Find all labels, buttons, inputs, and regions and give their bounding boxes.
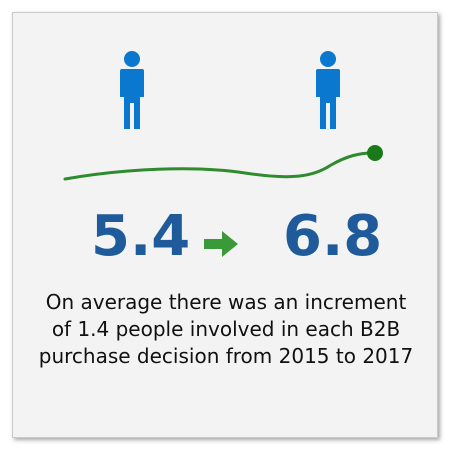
infographic-card: 5.4 6.8 On average there was an incremen… bbox=[12, 12, 438, 438]
right-arrow-icon bbox=[204, 229, 240, 259]
caption-text: On average there was an increment of 1.4… bbox=[38, 290, 414, 368]
start-value: 5.4 bbox=[91, 204, 191, 269]
person-icon bbox=[118, 51, 146, 131]
person-icon bbox=[314, 51, 342, 131]
trend-curve bbox=[63, 145, 383, 181]
end-value: 6.8 bbox=[283, 204, 383, 269]
trend-line bbox=[63, 151, 375, 181]
trend-end-dot bbox=[367, 145, 383, 161]
